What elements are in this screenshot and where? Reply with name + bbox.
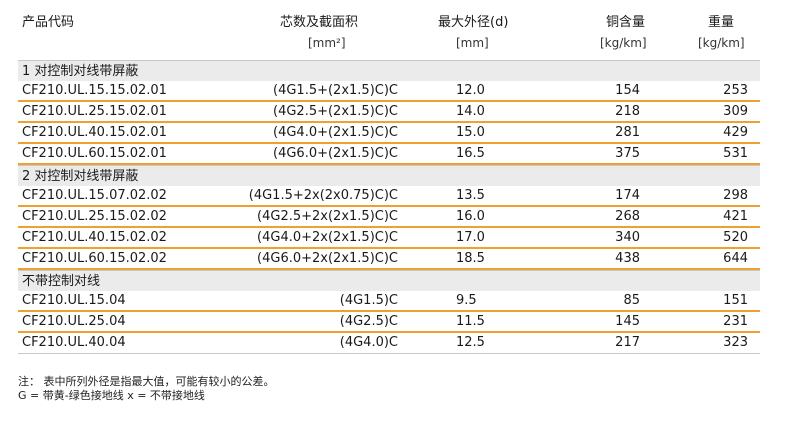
table-row: CF210.UL.15.15.02.01 (4G1.5+(2x1.5)C)C 12.…: [18, 81, 760, 102]
cell-weight: 421: [723, 209, 748, 224]
group-header: 不带控制对线: [18, 270, 760, 291]
cell-weight: 644: [723, 251, 748, 266]
table-body: 1 对控制对线带屏蔽 CF210.UL.15.15.02.01 (4G1.5+(2x…: [18, 60, 760, 354]
table-row: CF210.UL.25.15.02.01 (4G2.5+(2x1.5)C)C 14.…: [18, 102, 760, 123]
cell-copper: 218: [615, 104, 640, 119]
cell-cores: (4G2.5+(2x1.5)C)C: [273, 104, 398, 119]
table-row: CF210.UL.25.15.02.02 (4G2.5+2x(2x1.5)C)C 1…: [18, 207, 760, 228]
header-code: 产品代码: [22, 15, 75, 30]
cell-weight: 323: [723, 335, 748, 350]
table-row: CF210.UL.40.04 (4G4.0)C 12.5 217 323: [18, 333, 760, 354]
cell-copper: 154: [615, 83, 640, 98]
cell-diameter: 11.5: [456, 314, 485, 329]
cell-weight: 253: [723, 83, 748, 98]
cell-diameter: 12.0: [456, 83, 485, 98]
cell-code: CF210.UL.25.04: [22, 314, 126, 329]
cell-cores: (4G6.0+(2x1.5)C)C: [273, 146, 398, 161]
cell-diameter: 9.5: [456, 293, 477, 308]
header-cores-unit: [mm²]: [308, 36, 346, 50]
cell-diameter: 13.5: [456, 188, 485, 203]
cable-spec-table: 产品代码 芯数及截面积 [mm²] 最大外径(d) [mm] 铜含量 [kg/k…: [18, 8, 760, 354]
cell-diameter: 16.5: [456, 146, 485, 161]
cell-cores: (4G4.0)C: [339, 335, 398, 350]
cell-weight: 531: [723, 146, 748, 161]
table-row: CF210.UL.40.15.02.01 (4G4.0+(2x1.5)C)C 15.…: [18, 123, 760, 144]
cell-code: CF210.UL.60.15.02.01: [22, 146, 167, 161]
cell-code: CF210.UL.15.07.02.02: [22, 188, 167, 203]
cell-diameter: 15.0: [456, 125, 485, 140]
cell-code: CF210.UL.40.15.02.02: [22, 230, 167, 245]
cell-cores: (4G1.5+(2x1.5)C)C: [273, 83, 398, 98]
cell-weight: 231: [723, 314, 748, 329]
cell-weight: 298: [723, 188, 748, 203]
table-row: CF210.UL.25.04 (4G2.5)C 11.5 145 231: [18, 312, 760, 333]
header-copper: 铜含量: [606, 15, 646, 30]
cell-weight: 520: [723, 230, 748, 245]
cell-diameter: 16.0: [456, 209, 485, 224]
cell-copper: 174: [615, 188, 640, 203]
footnotes: 注： 表中所列外径是指最大值，可能有较小的公差。 G = 带黄-绿色接地线 x …: [18, 375, 275, 403]
cell-diameter: 12.5: [456, 335, 485, 350]
table-row: CF210.UL.15.04 (4G1.5)C 9.5 85 151: [18, 291, 760, 312]
cell-weight: 309: [723, 104, 748, 119]
header-weight-unit: [kg/km]: [698, 36, 745, 50]
table-row: CF210.UL.15.07.02.02 (4G1.5+2x(2x0.75)C)C…: [18, 186, 760, 207]
group-header: 2 对控制对线带屏蔽: [18, 165, 760, 186]
table-row: CF210.UL.60.15.02.02 (4G6.0+2x(2x1.5)C)C 1…: [18, 249, 760, 270]
cell-code: CF210.UL.40.15.02.01: [22, 125, 167, 140]
cell-weight: 429: [723, 125, 748, 140]
cell-cores: (4G1.5+2x(2x0.75)C)C: [248, 188, 398, 203]
cell-cores: (4G1.5)C: [339, 293, 398, 308]
cell-diameter: 18.5: [456, 251, 485, 266]
cell-diameter: 14.0: [456, 104, 485, 119]
cell-code: CF210.UL.15.15.02.01: [22, 83, 167, 98]
cell-cores: (4G4.0+(2x1.5)C)C: [273, 125, 398, 140]
header-cores: 芯数及截面积: [280, 15, 359, 30]
group-header: 1 对控制对线带屏蔽: [18, 60, 760, 81]
cell-copper: 217: [615, 335, 640, 350]
cell-code: CF210.UL.40.04: [22, 335, 126, 350]
cell-copper: 438: [615, 251, 640, 266]
cell-code: CF210.UL.60.15.02.02: [22, 251, 167, 266]
cell-cores: (4G2.5)C: [339, 314, 398, 329]
cell-copper: 268: [615, 209, 640, 224]
header-diameter: 最大外径(d): [438, 15, 509, 30]
cell-weight: 151: [723, 293, 748, 308]
cell-code: CF210.UL.25.15.02.01: [22, 104, 167, 119]
footnote-diameter: 注： 表中所列外径是指最大值，可能有较小的公差。: [18, 375, 275, 388]
header-weight: 重量: [708, 15, 735, 30]
cell-copper: 281: [615, 125, 640, 140]
header-copper-unit: [kg/km]: [600, 36, 647, 50]
cell-cores: (4G2.5+2x(2x1.5)C)C: [257, 209, 398, 224]
cell-code: CF210.UL.25.15.02.02: [22, 209, 167, 224]
cell-cores: (4G6.0+2x(2x1.5)C)C: [257, 251, 398, 266]
cell-copper: 340: [615, 230, 640, 245]
table-header: 产品代码 芯数及截面积 [mm²] 最大外径(d) [mm] 铜含量 [kg/k…: [18, 8, 760, 60]
cell-code: CF210.UL.15.04: [22, 293, 126, 308]
table-row: CF210.UL.40.15.02.02 (4G4.0+2x(2x1.5)C)C 1…: [18, 228, 760, 249]
footnote-legend: G = 带黄-绿色接地线 x = 不带接地线: [18, 389, 205, 402]
cell-cores: (4G4.0+2x(2x1.5)C)C: [257, 230, 398, 245]
header-diameter-unit: [mm]: [456, 36, 489, 50]
cell-copper: 145: [615, 314, 640, 329]
table-row: CF210.UL.60.15.02.01 (4G6.0+(2x1.5)C)C 16.…: [18, 144, 760, 165]
cell-diameter: 17.0: [456, 230, 485, 245]
cell-copper: 375: [615, 146, 640, 161]
cell-copper: 85: [623, 293, 640, 308]
